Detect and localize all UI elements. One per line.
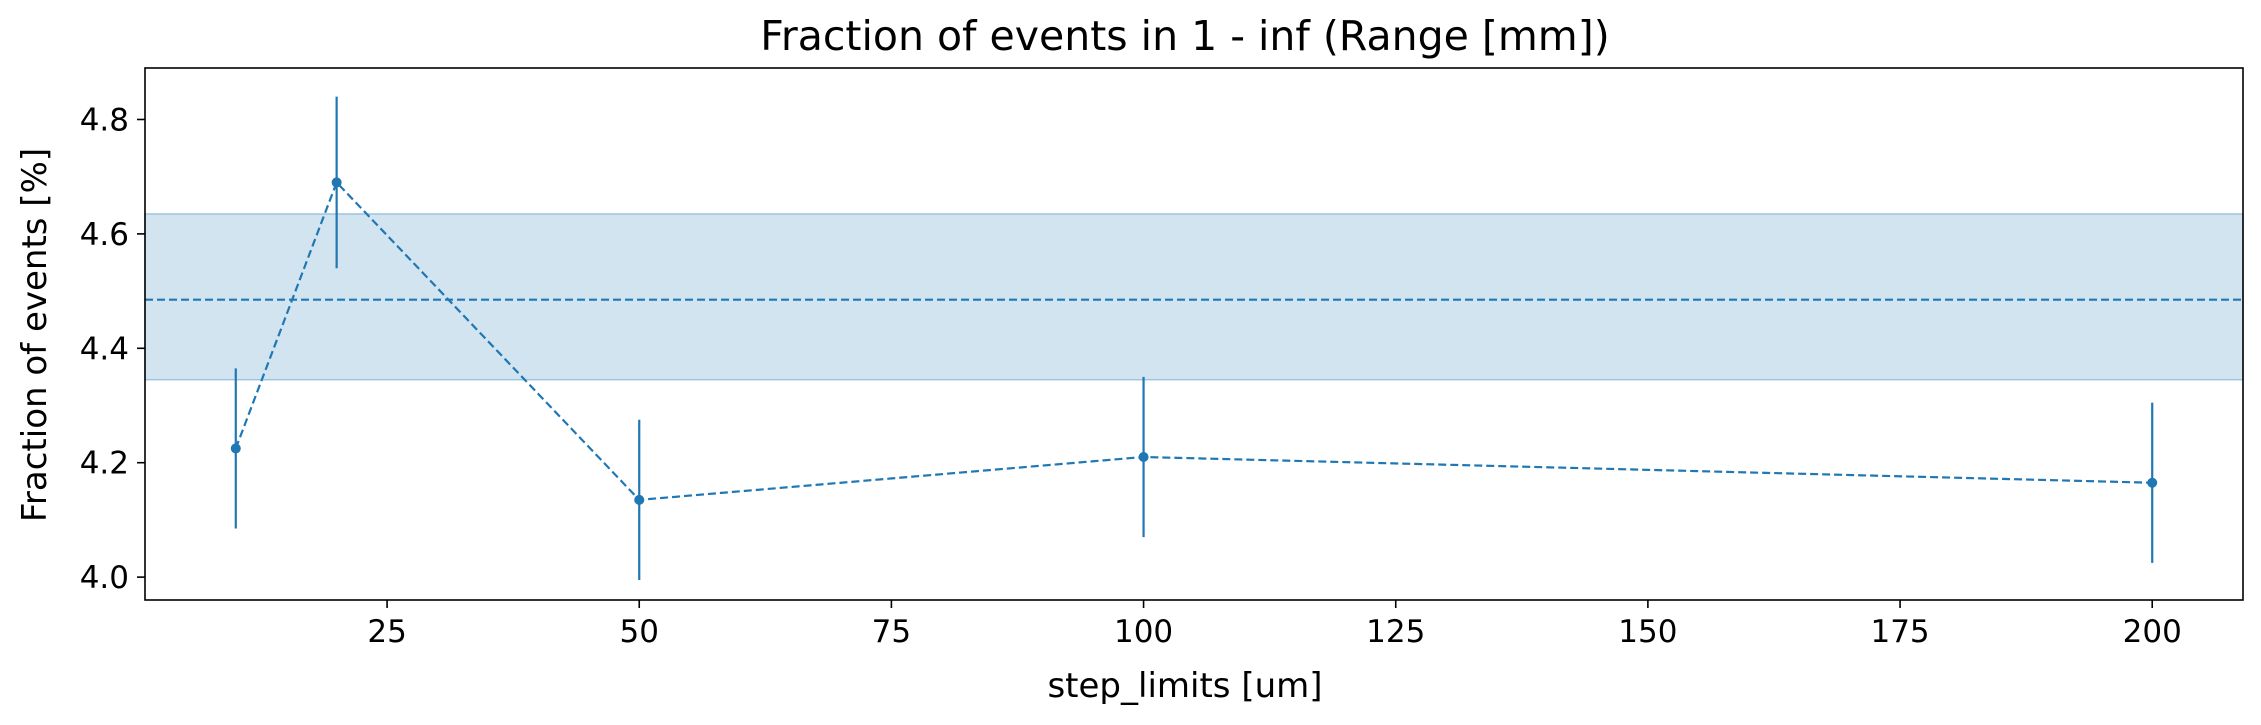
x-axis-title: step_limits [um] — [1047, 666, 1322, 706]
plot-area: 25 50 75 100 125 150 175 200 4.0 4.2 4.4 4.6 4.8 — [80, 67, 2244, 650]
data-point — [331, 177, 342, 188]
data-point — [1138, 451, 1149, 462]
chart-title: Fraction of events in 1 - inf (Range [mm… — [760, 12, 1609, 60]
data-point — [2147, 477, 2158, 488]
y-tick-label: 4.4 — [80, 331, 129, 367]
y-tick-label: 4.0 — [80, 560, 129, 596]
data-point — [230, 443, 241, 454]
x-tick-label: 50 — [620, 614, 659, 650]
y-tick-label: 4.6 — [80, 217, 129, 253]
x-tick-label: 125 — [1366, 614, 1425, 650]
uncertainty-band — [144, 213, 2244, 381]
plot-frame — [144, 67, 2244, 601]
x-tick-label: 175 — [1870, 614, 1929, 650]
x-tick-label: 200 — [2123, 614, 2182, 650]
y-tick-label: 4.2 — [80, 446, 129, 482]
x-tick-label: 25 — [367, 614, 406, 650]
data-point — [634, 494, 645, 505]
x-tick-label: 75 — [872, 614, 911, 650]
y-tick-label: 4.8 — [80, 102, 129, 138]
x-tick-label: 150 — [1618, 614, 1677, 650]
x-tick-label: 100 — [1114, 614, 1173, 650]
y-axis-title: Fraction of events [%] — [15, 148, 55, 522]
